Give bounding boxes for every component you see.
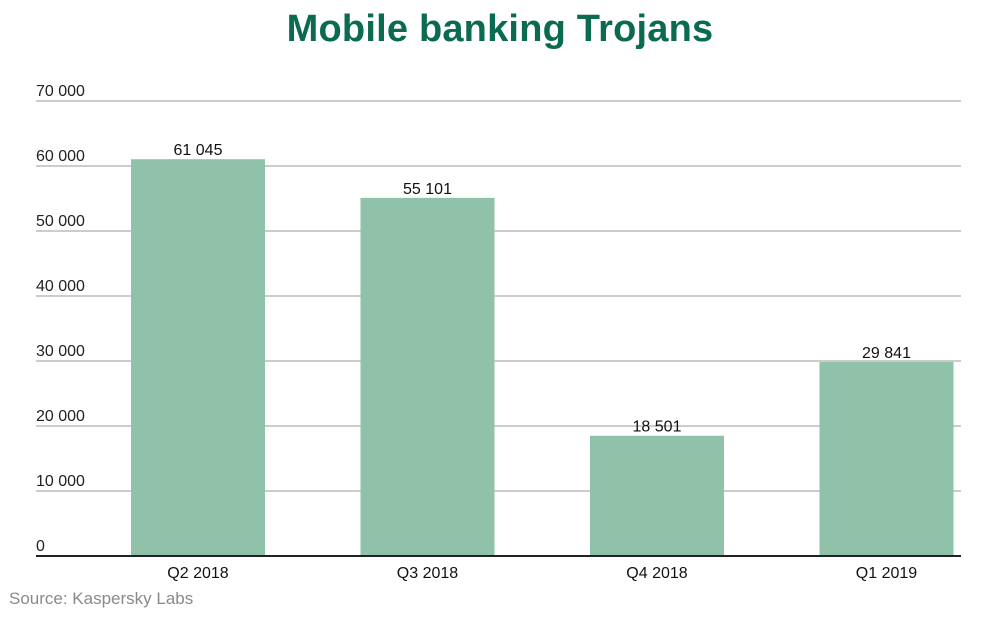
bar-q4-2018: [590, 435, 724, 556]
bar-q2-2018: [131, 159, 265, 556]
labels: 0 10 000 20 000 30 000 40 000 50 000 60 000 70 …: [36, 83, 961, 582]
y-tick-label: 20 000: [36, 408, 85, 425]
data-label: 29 841: [862, 345, 911, 362]
y-tick-label: 60 000: [36, 148, 85, 165]
data-label: 18 501: [633, 419, 682, 436]
data-label: 61 045: [174, 142, 223, 159]
x-tick-label: Q2 2018: [167, 565, 228, 582]
bars: [131, 159, 954, 556]
y-tick-label: 50 000: [36, 213, 85, 230]
bar-q3-2018: [360, 197, 495, 556]
x-tick-label: Q4 2018: [626, 565, 687, 582]
y-tick-label: 40 000: [36, 278, 85, 295]
y-tick-label: 70 000: [36, 83, 85, 100]
data-label: 55 101: [403, 181, 452, 198]
bar-q1-2019: [819, 362, 954, 556]
y-tick-label: 0: [36, 538, 45, 555]
chart-title: Mobile banking Trojans: [286, 8, 714, 50]
y-tick-label: 30 000: [36, 343, 85, 360]
source-note: Source: Kaspersky Labs: [9, 589, 194, 608]
x-tick-label: Q1 2019: [856, 565, 917, 582]
y-tick-label: 10 000: [36, 473, 85, 490]
x-tick-label: Q3 2018: [397, 565, 458, 582]
